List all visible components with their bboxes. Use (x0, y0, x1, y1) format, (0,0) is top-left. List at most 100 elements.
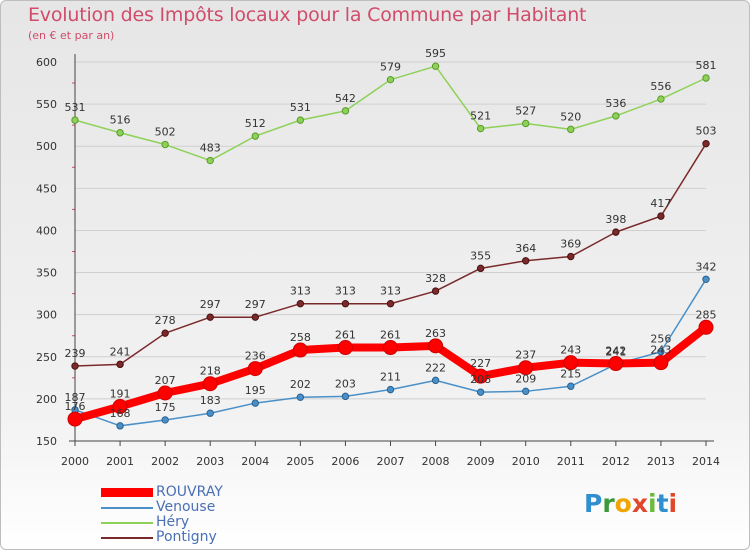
data-point (698, 319, 714, 335)
x-tick-label: 2002 (151, 455, 179, 468)
y-tick-label: 500 (36, 140, 57, 153)
data-point (251, 132, 259, 140)
data-point (206, 156, 214, 165)
data-point (247, 361, 263, 377)
x-tick-label: 2013 (647, 455, 675, 468)
data-label: 236 (245, 350, 266, 363)
data-point (386, 75, 395, 84)
logo-letter: r (602, 489, 615, 518)
logo-letter: i (668, 489, 678, 518)
data-label: 207 (155, 374, 176, 387)
data-point (341, 107, 350, 115)
legend-swatch-pontigny (101, 537, 153, 539)
data-point (612, 228, 620, 236)
legend-swatch-hery (101, 522, 153, 524)
data-label: 187 (65, 391, 86, 404)
data-point (67, 411, 83, 427)
y-tick-label: 250 (36, 351, 57, 364)
logo-letter: P (584, 489, 603, 518)
data-point (473, 368, 489, 384)
data-label: 261 (335, 329, 356, 342)
x-tick-label: 2007 (377, 455, 405, 468)
data-point (657, 95, 665, 103)
data-label: 527 (515, 104, 536, 117)
data-label: 313 (290, 285, 311, 298)
data-point (657, 212, 665, 220)
data-label: 556 (650, 80, 671, 93)
data-label: 202 (290, 378, 311, 391)
x-tick-label: 2012 (602, 455, 630, 468)
y-tick-label: 200 (36, 393, 57, 406)
data-label: 502 (155, 126, 176, 139)
grid (75, 61, 706, 442)
data-point (702, 275, 710, 283)
data-label: 278 (155, 314, 176, 327)
logo-letter: t (656, 489, 669, 518)
data-point (476, 388, 485, 396)
data-label: 355 (470, 249, 491, 262)
data-label: 542 (335, 92, 356, 105)
data-point (116, 422, 124, 430)
data-label: 342 (696, 260, 717, 273)
data-label: 536 (605, 97, 626, 110)
logo-letter: i (648, 489, 657, 518)
data-label: 581 (696, 59, 717, 72)
x-tick-label: 2004 (241, 455, 269, 468)
data-label: 285 (696, 308, 717, 321)
chart-subtitle: (en € et par an) (28, 29, 115, 42)
data-point (612, 112, 620, 120)
data-point (112, 398, 128, 414)
data-point (702, 139, 710, 148)
data-point (337, 340, 353, 356)
legend-swatch-venouse (101, 507, 153, 509)
y-tick-label: 150 (36, 435, 57, 448)
data-point (522, 257, 530, 265)
x-tick-label: 2008 (422, 455, 450, 468)
data-point (386, 300, 395, 308)
data-point (657, 348, 665, 356)
data-point (341, 392, 350, 401)
data-point (206, 409, 214, 417)
x-tick-label: 2005 (286, 455, 314, 468)
y-axis-ticks: 150 200 250 300 350 400 450 500 550 600 (36, 56, 57, 448)
data-point (161, 329, 169, 337)
x-axis-ticks: 2000 2001 2002 2003 2004 2005 2006 2007 2008 2009… (61, 455, 720, 468)
data-label: 364 (515, 242, 536, 255)
data-point (428, 338, 444, 354)
data-point (653, 355, 669, 371)
data-point (431, 376, 440, 385)
data-label: 211 (380, 371, 401, 384)
data-point (71, 362, 79, 370)
data-label: 417 (650, 197, 671, 210)
data-point (522, 387, 530, 396)
logo-letter: o (614, 489, 632, 518)
legend-swatch-rouvray (101, 488, 153, 497)
data-label: 503 (696, 125, 717, 138)
data-label: 483 (200, 142, 221, 155)
data-label: 297 (245, 298, 266, 311)
legend-label-venouse: Venouse (156, 499, 216, 515)
x-tick-label: 2001 (106, 455, 134, 468)
data-point (251, 313, 259, 321)
data-point (161, 416, 169, 424)
data-label: 175 (155, 401, 176, 414)
data-label: 516 (110, 114, 131, 127)
x-tick-label: 2003 (196, 455, 224, 468)
data-label: 521 (470, 110, 491, 123)
data-point (386, 385, 395, 394)
data-label: 531 (290, 101, 311, 114)
y-tick-label: 350 (36, 267, 57, 280)
data-label: 398 (605, 213, 626, 226)
data-point (476, 124, 485, 133)
data-point (431, 62, 440, 70)
y-tick-label: 550 (36, 98, 57, 111)
data-label: 176 (65, 400, 86, 413)
x-tick-label: 2011 (557, 455, 585, 468)
data-label: 579 (380, 61, 401, 74)
data-point (383, 340, 398, 356)
series-lines (67, 62, 714, 430)
data-point (116, 129, 124, 137)
